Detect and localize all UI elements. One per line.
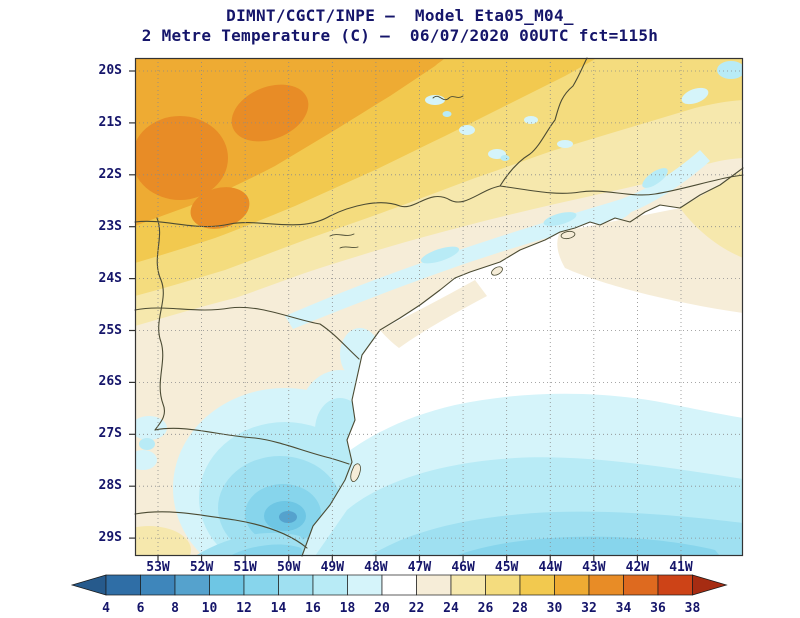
contour-16-18: [642, 168, 668, 188]
grid-layer: [129, 58, 743, 562]
colorbar-tick-label: 4: [102, 601, 110, 616]
colorbar-segment: [623, 574, 659, 596]
colorbar-tick-label: 28: [512, 601, 528, 616]
y-tick-label: 26S: [98, 374, 122, 390]
y-tick-label: 20S: [98, 63, 122, 78]
colorbar-tick-label: 30: [547, 601, 563, 616]
coastline: [301, 167, 744, 557]
colorbar-segment: [554, 574, 590, 596]
y-tick-label: 28S: [98, 478, 122, 494]
colorbar-tick-label: 6: [137, 601, 145, 616]
colorbar-tick-label: 22: [409, 601, 425, 616]
colorbar-tick-label: 36: [650, 601, 666, 616]
island: [350, 463, 361, 482]
contour-32-34: [231, 84, 309, 142]
contour-18-20: [459, 125, 475, 135]
map-area: [129, 57, 744, 562]
figure-title: DIMNT/CGCT/INPE – Model Eta05_M04_: [226, 6, 574, 25]
contour-18-20: [135, 450, 157, 470]
colorbar-segment: [485, 574, 521, 596]
contour-16-18: [500, 155, 510, 161]
river-squiggle: [329, 233, 359, 249]
colorbar-tick-label: 20: [374, 601, 390, 616]
state-border: [499, 174, 744, 196]
contour-16-18: [139, 438, 155, 450]
figure-subtitle: 2 Metre Temperature (C) – 06/07/2020 00U…: [141, 26, 659, 45]
colorbar-tick-label: 34: [616, 601, 632, 616]
contour-24-26-sea: [680, 170, 743, 258]
contour-22-24-sea: [380, 280, 487, 348]
state-border: [134, 306, 360, 360]
contour-18-20: [524, 116, 538, 124]
colorbar-segment: [381, 574, 417, 596]
contour-18-20: [681, 87, 709, 105]
island: [560, 230, 576, 240]
y-tick-label: 27S: [98, 426, 122, 442]
colorbar-segment: [347, 574, 383, 596]
colorbar-segment: [657, 574, 693, 596]
contour-18-20-ribbon: [285, 150, 710, 329]
contour-18-20: [135, 416, 167, 440]
contour-32-34: [190, 187, 250, 229]
colorbar-segment: [588, 574, 624, 596]
colorbar-segment: [140, 574, 176, 596]
boundaries-layer: [134, 57, 744, 557]
state-border: [154, 427, 350, 465]
colorbar-tick-label: 14: [271, 601, 287, 616]
island: [491, 266, 503, 276]
contour-16-18: [717, 61, 743, 79]
colorbar: 4 6 8 10 12 14 16 18 20 22 24 26 28 30 32 34 36 38: [70, 574, 728, 616]
colorbar-segment: [450, 574, 486, 596]
colorbar-tick-label: 26: [478, 601, 494, 616]
river-squiggle: [432, 95, 464, 101]
contour-16-18: [442, 111, 452, 117]
colorbar-tick-label: 10: [202, 601, 218, 616]
y-tick-label: 29S: [98, 530, 122, 546]
colorbar-segment: [312, 574, 348, 596]
contour-24-26: [135, 526, 191, 556]
colorbar-tick-label: 16: [305, 601, 321, 616]
contour-12-14: [230, 544, 304, 556]
colorbar-segment: [519, 574, 555, 596]
state-border: [134, 511, 308, 549]
contour-16-18: [420, 246, 460, 264]
contour-12-14-sea: [455, 536, 720, 556]
colorbar-segment: [174, 574, 210, 596]
map-frame: [134, 57, 744, 557]
colorbar-tick-label: 32: [581, 601, 597, 616]
colorbar-segment: [278, 574, 314, 596]
y-tick-label: 21S: [98, 114, 122, 130]
contour-18-20: [577, 204, 633, 228]
contour-32-34: [135, 116, 228, 200]
colorbar-arrow: [70, 574, 107, 596]
colorbar-arrow: [692, 574, 728, 596]
colorbar-segment: [416, 574, 452, 596]
contour-16-18: [543, 212, 577, 226]
colorbar-tick-label: 12: [236, 601, 252, 616]
colorbar-segment: [105, 574, 141, 596]
state-border: [134, 57, 588, 228]
contour-8-10: [279, 511, 297, 523]
colorbar-segment: [209, 574, 245, 596]
contour-18-20: [557, 140, 573, 148]
colorbar-tick-label: 18: [340, 601, 356, 616]
colorbar-tick-label: 38: [685, 601, 701, 616]
temperature-map: [129, 57, 744, 562]
y-tick-label: 25S: [98, 322, 122, 338]
temperature-field: [135, 58, 743, 556]
y-tick-label: 23S: [98, 218, 122, 234]
colorbar-tick-label: 8: [171, 601, 179, 616]
colorbar-tick-label: 24: [443, 601, 459, 616]
y-tick-label: 22S: [98, 166, 122, 182]
y-tick-label: 24S: [98, 270, 122, 286]
colorbar-segment: [243, 574, 279, 596]
state-border: [154, 217, 165, 431]
